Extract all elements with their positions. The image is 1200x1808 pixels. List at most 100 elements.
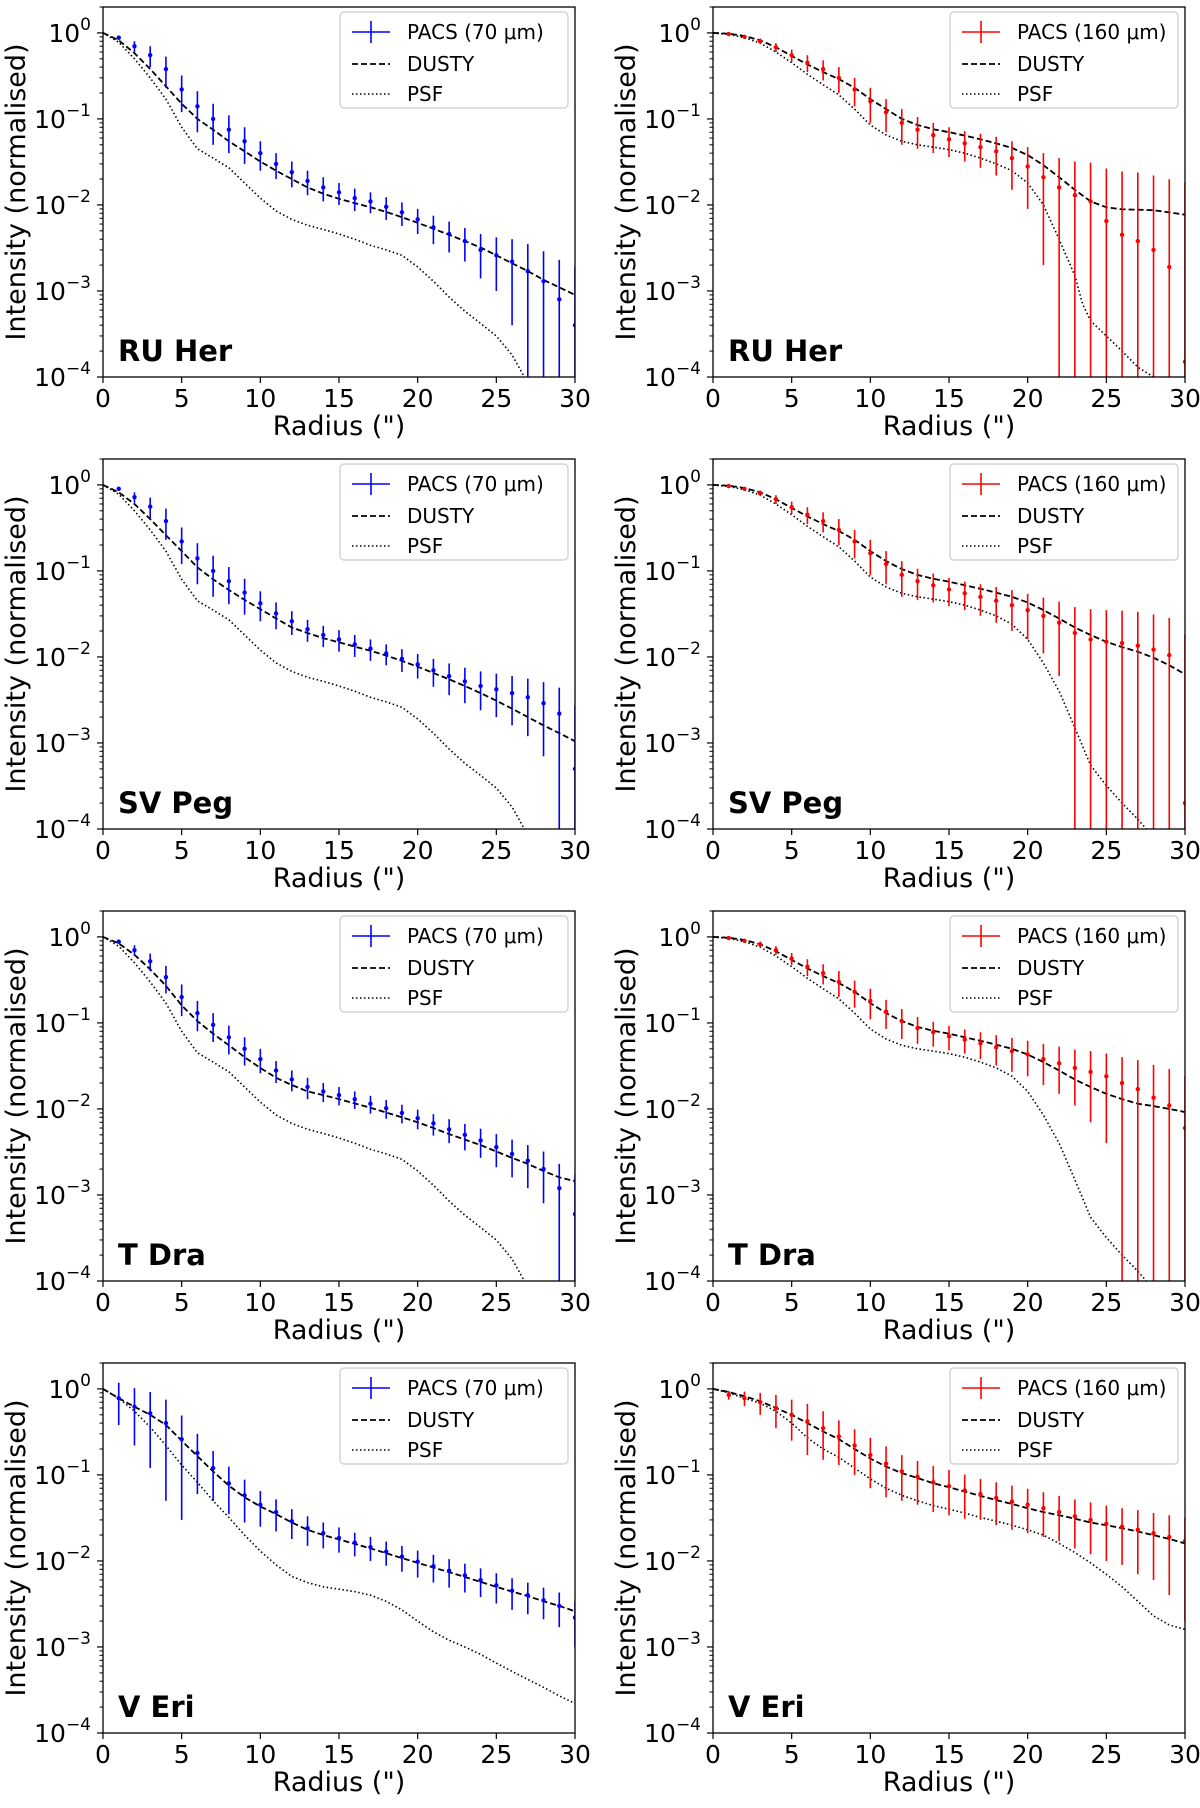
data-point [226, 1035, 232, 1040]
data-point [242, 590, 247, 595]
data-point [773, 948, 779, 953]
star-name-label: RU Her [118, 334, 233, 368]
data-point [836, 1434, 842, 1439]
data-point [1072, 1065, 1078, 1071]
data-point [525, 268, 530, 274]
pacs-observations [116, 939, 575, 1281]
data-point [195, 104, 200, 109]
data-point [478, 247, 483, 253]
data-point [915, 578, 920, 584]
data-point [773, 45, 779, 50]
data-point [915, 1025, 920, 1031]
data-point [1167, 652, 1172, 658]
data-point [415, 217, 420, 222]
data-point [446, 231, 452, 237]
y-tick-label: 100 [658, 467, 701, 500]
data-point [494, 687, 499, 692]
data-point [431, 1121, 436, 1126]
data-point [415, 662, 420, 667]
data-point [1072, 192, 1078, 198]
data-point [494, 1144, 499, 1150]
data-point [163, 66, 169, 72]
data-point [1135, 643, 1140, 648]
data-point [557, 1185, 562, 1191]
data-point [116, 939, 121, 944]
x-tick-label: 0 [95, 1740, 111, 1769]
data-point [931, 132, 936, 138]
radial-profile-chart-1: 0 5 10 15 20 25 30 10−4 10−3 10−2 10−1 100 Radius ("… [611, 6, 1200, 442]
data-point [1151, 1095, 1156, 1100]
data-point [494, 1583, 499, 1588]
data-point [384, 204, 389, 210]
data-point [773, 1405, 779, 1411]
data-point [1088, 199, 1093, 204]
data-point [726, 935, 731, 941]
data-point [946, 137, 952, 142]
data-point [805, 964, 810, 969]
x-tick-label: 30 [1169, 1288, 1200, 1317]
data-point [1009, 602, 1015, 608]
data-point [415, 1116, 420, 1121]
x-tick-label: 30 [559, 384, 591, 413]
star-name-label: T Dra [118, 1238, 206, 1272]
x-tick-label: 0 [705, 836, 721, 865]
psf-line [713, 484, 1148, 829]
x-tick-label: 30 [559, 1740, 591, 1769]
data-point [899, 1469, 904, 1474]
data-point [557, 297, 562, 302]
data-point [415, 1559, 420, 1564]
x-tick-label: 25 [1090, 836, 1122, 865]
data-point [883, 1461, 889, 1466]
legend-label-psf: PSF [407, 82, 443, 106]
data-point [352, 1540, 357, 1545]
y-tick-label: 10−3 [644, 725, 701, 758]
y-tick-label: 100 [48, 919, 91, 952]
data-point [915, 1474, 920, 1480]
legend-label-dusty: DUSTY [407, 1408, 475, 1432]
legend-label-dusty: DUSTY [407, 52, 475, 76]
data-point [1072, 1514, 1078, 1519]
legend-label-psf: PSF [1017, 82, 1053, 106]
x-tick-label: 15 [933, 384, 965, 413]
legend-label-pacs: PACS (160 μm) [1017, 924, 1166, 948]
data-point [446, 1568, 452, 1573]
data-point [321, 632, 326, 638]
data-point [163, 975, 169, 980]
data-point [148, 959, 153, 964]
data-point [1119, 232, 1125, 237]
data-point [132, 948, 137, 953]
x-tick-label: 20 [402, 836, 434, 865]
data-point [509, 259, 515, 264]
pacs-observations [116, 486, 575, 829]
y-tick-label: 10−1 [644, 553, 701, 586]
y-tick-label: 10−1 [34, 101, 91, 134]
data-point [758, 1400, 763, 1405]
y-tick-label: 10−4 [644, 359, 701, 392]
y-tick-label: 100 [48, 1371, 91, 1404]
legend-label-dusty: DUSTY [1017, 956, 1085, 980]
data-point [431, 1563, 436, 1569]
data-point [509, 1588, 515, 1593]
x-tick-label: 30 [559, 836, 591, 865]
data-point [368, 1101, 373, 1106]
legend: PACS (160 μm) DUSTY PSF [949, 11, 1179, 109]
data-point [446, 1127, 452, 1132]
psf-line [103, 1388, 575, 1705]
data-point [978, 1041, 983, 1046]
data-point [258, 150, 263, 156]
x-axis-label: Radius (") [883, 1315, 1016, 1346]
data-point [852, 87, 857, 92]
data-point [915, 127, 920, 132]
data-point [836, 979, 842, 985]
data-point [336, 1092, 342, 1098]
y-axis-label: Intensity (normalised) [611, 947, 642, 1244]
data-point [726, 31, 731, 37]
x-tick-label: 0 [95, 1288, 111, 1317]
data-point [163, 518, 169, 524]
x-tick-label: 10 [244, 384, 276, 413]
data-point [820, 1425, 826, 1431]
y-tick-label: 100 [48, 467, 91, 500]
y-tick-label: 10−2 [34, 1091, 91, 1124]
data-point [478, 683, 483, 689]
data-point [148, 53, 153, 58]
